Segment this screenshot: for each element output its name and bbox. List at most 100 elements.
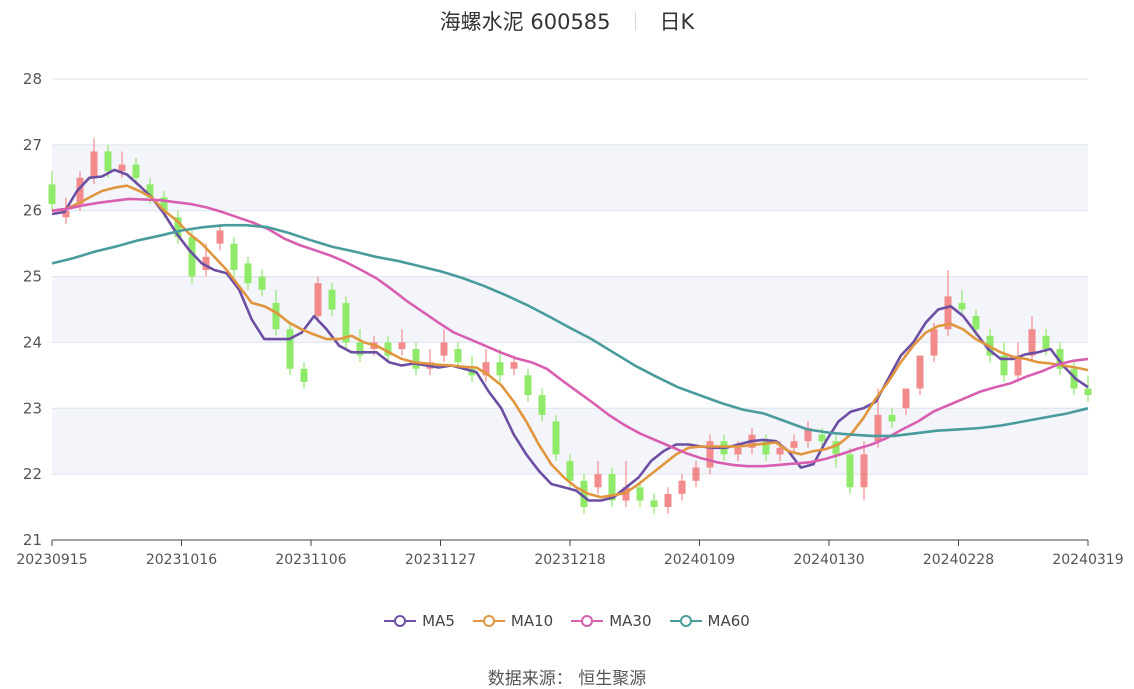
candle-body: [636, 487, 644, 501]
candle-body: [482, 362, 490, 376]
legend-label: MA5: [422, 612, 455, 630]
candle-body: [1084, 388, 1092, 396]
candle-body: [678, 480, 686, 494]
candle-body: [916, 355, 924, 389]
candle-body: [76, 177, 84, 205]
legend-line: [691, 620, 702, 622]
legend-line: [384, 620, 395, 622]
y-tick-label: 21: [23, 531, 42, 549]
candle-body: [776, 447, 784, 455]
candle-body: [146, 184, 154, 198]
candle-body: [706, 441, 714, 468]
candle-body: [132, 164, 140, 178]
candle-body: [258, 276, 266, 290]
legend-label: MA30: [609, 612, 652, 630]
legend-marker-icon: [394, 615, 407, 627]
candle-body: [1000, 355, 1008, 376]
candle-body: [1028, 329, 1036, 356]
period-tab[interactable]: 日K: [659, 10, 695, 34]
ma60-line: [51, 223, 1089, 438]
candle-body: [538, 395, 546, 415]
candle-body: [188, 237, 196, 277]
candle-body: [958, 302, 966, 310]
grid-band: [52, 144, 1088, 211]
chart-legend: MA5 MA10 MA30 MA60: [0, 612, 1134, 630]
legend-line: [494, 620, 505, 622]
source-value: 恒生聚源: [578, 669, 647, 689]
candle-body: [930, 329, 938, 356]
candle-body: [762, 441, 770, 455]
candle-body: [398, 342, 406, 350]
y-tick-label: 24: [23, 333, 42, 351]
candle-body: [608, 474, 616, 501]
candle-body: [1014, 355, 1022, 376]
ma30-line: [51, 197, 1089, 468]
candle-body: [174, 217, 182, 238]
legend-item-ma60[interactable]: MA60: [669, 612, 750, 630]
candle-body: [524, 375, 532, 396]
x-tick-label: 20230915: [16, 552, 87, 568]
candle-body: [230, 243, 238, 270]
legend-marker-icon: [581, 615, 594, 627]
candle-body: [902, 388, 910, 409]
legend-label: MA60: [707, 612, 750, 630]
ma10-line: [51, 184, 1089, 499]
candle-body: [804, 428, 812, 442]
chart-title: 海螺水泥 600585: [439, 10, 611, 34]
x-tick-label: 20231106: [275, 552, 346, 568]
candle-body: [342, 302, 350, 343]
legend-marker-icon: [679, 615, 692, 627]
legend-line: [571, 620, 582, 622]
candle-body: [48, 184, 56, 205]
candle-body: [356, 342, 364, 356]
y-tick-label: 28: [23, 70, 42, 88]
candle-body: [328, 289, 336, 310]
candle-body: [734, 447, 742, 455]
candle-body: [510, 362, 518, 369]
candle-body: [272, 302, 280, 330]
candle-body: [496, 362, 504, 376]
y-tick-label: 23: [23, 399, 42, 417]
legend-line: [593, 620, 604, 622]
candle-body: [972, 316, 980, 330]
candle-body: [384, 342, 392, 356]
x-tick-label: 20231127: [405, 552, 476, 568]
candle-body: [692, 467, 700, 481]
y-tick-label: 27: [23, 136, 42, 154]
x-tick-label: 20240109: [664, 552, 735, 568]
candle-body: [552, 421, 560, 455]
legend-item-ma10[interactable]: MA10: [472, 612, 553, 630]
candle-body: [664, 493, 672, 508]
x-tick-label: 20231016: [146, 552, 217, 568]
candle-body: [412, 349, 420, 369]
candle-body: [216, 230, 224, 244]
y-tick-label: 22: [23, 465, 42, 483]
candle-body: [104, 151, 112, 172]
candle-body: [860, 454, 868, 488]
x-tick-label: 20240130: [793, 552, 864, 568]
candle-body: [874, 414, 882, 442]
candle-body: [818, 434, 826, 442]
candle-body: [286, 329, 294, 369]
legend-line: [406, 620, 417, 622]
legend-marker-icon: [482, 615, 495, 627]
candle-body: [244, 263, 252, 284]
candle-body: [202, 256, 210, 270]
candle-body: [314, 283, 322, 317]
x-tick-label: 20240319: [1052, 552, 1123, 568]
x-tick-label: 20231218: [534, 552, 605, 568]
candle-body: [160, 197, 168, 211]
title-divider: [634, 12, 636, 30]
x-tick-label: 20240228: [923, 552, 994, 568]
candle-body: [580, 480, 588, 508]
candle-body: [846, 454, 854, 488]
candle-body: [790, 441, 798, 448]
y-tick-label: 25: [23, 268, 42, 286]
y-tick-label: 26: [23, 202, 42, 220]
grid-band: [52, 276, 1088, 343]
candle-body: [566, 460, 574, 481]
legend-item-ma30[interactable]: MA30: [571, 612, 652, 630]
legend-item-ma5[interactable]: MA5: [384, 612, 455, 630]
chart-title-bar: 海螺水泥 600585 日K: [0, 6, 1134, 36]
legend-line: [472, 620, 483, 622]
